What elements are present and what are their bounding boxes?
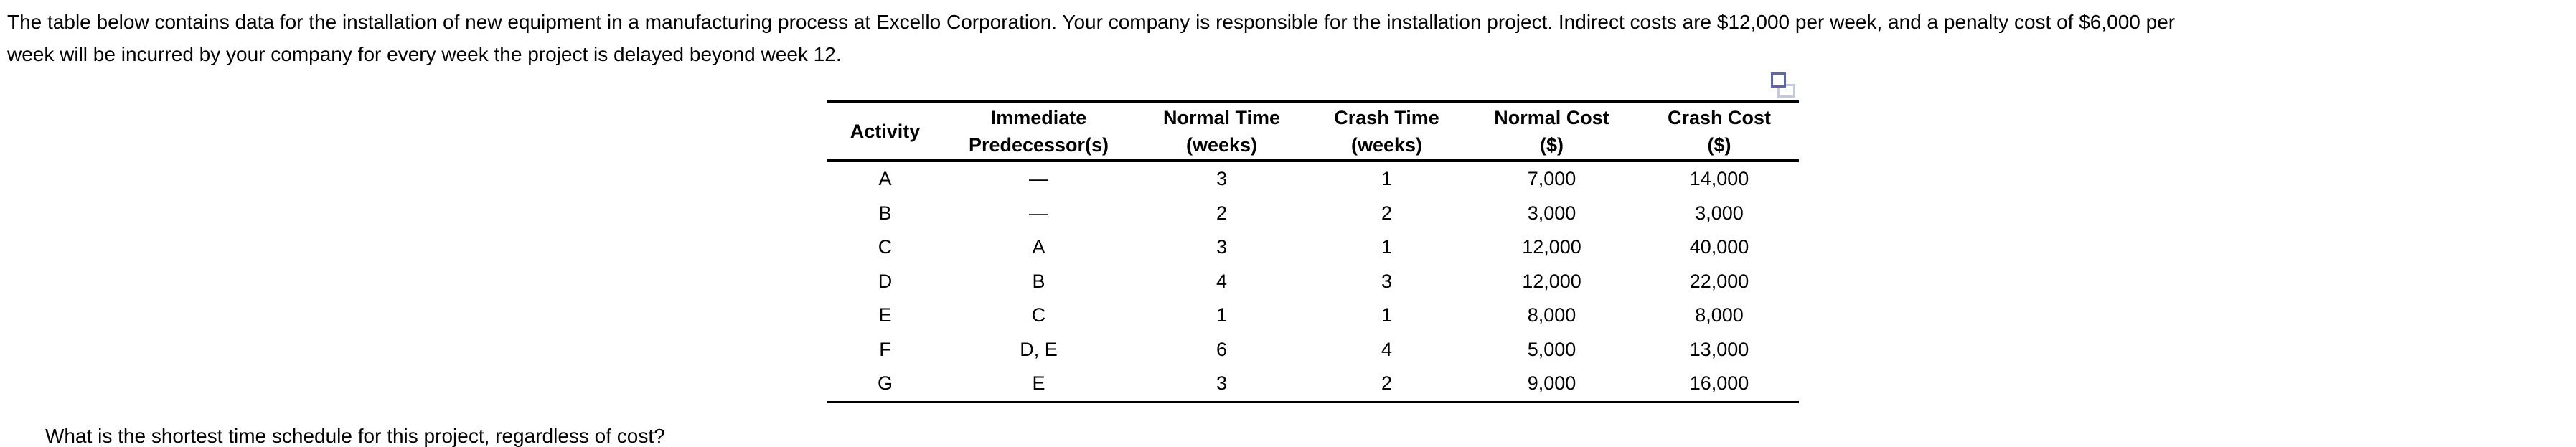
table-row-a: A — 3 1 7,000 14,000 — [827, 162, 1799, 197]
cell-crash-cost: 22,000 — [1689, 270, 1749, 292]
cell-normal-cost: 3,000 — [1527, 202, 1576, 224]
col-header-crash-cost: Crash Cost ($) — [1640, 103, 1799, 159]
cell-predecessors: B — [1032, 270, 1045, 292]
cell-normal-time: 4 — [1216, 270, 1228, 292]
cell-predecessors: D, E — [1020, 338, 1058, 360]
table-row-b: B — 2 2 3,000 3,000 — [827, 197, 1799, 231]
header-line: Normal Time — [1162, 107, 1281, 128]
header-line: Immediate — [990, 107, 1087, 128]
cell-normal-cost: 9,000 — [1527, 372, 1576, 395]
cell-crash-cost: 13,000 — [1689, 338, 1749, 360]
cell-predecessors: A — [1032, 236, 1045, 258]
cell-activity: A — [878, 168, 892, 190]
cell-activity: D — [878, 270, 893, 292]
cell-normal-cost: 5,000 — [1527, 338, 1576, 360]
cell-crash-cost: 14,000 — [1689, 168, 1749, 190]
cell-normal-time: 6 — [1216, 338, 1228, 360]
header-line: Crash Time — [1334, 107, 1439, 128]
cell-activity: F — [879, 338, 891, 360]
cell-crash-time: 3 — [1381, 270, 1393, 292]
problem-statement: The table below contains data for the in… — [7, 6, 2175, 70]
cell-predecessors: — — [1029, 202, 1048, 224]
header-line: (weeks) — [1350, 134, 1423, 156]
cell-predecessors: E — [1032, 372, 1045, 395]
table-row-c: C A 3 1 12,000 40,000 — [827, 230, 1799, 265]
statement-line-1: The table below contains data for the in… — [7, 11, 2176, 33]
cell-activity: B — [878, 202, 892, 224]
cell-crash-time: 1 — [1381, 168, 1393, 190]
cell-normal-cost: 7,000 — [1527, 168, 1576, 190]
col-header-normal-time: Normal Time (weeks) — [1134, 103, 1310, 159]
statement-line-2: week will be incurred by your company fo… — [7, 43, 842, 65]
header-line: ($) — [1540, 134, 1564, 156]
header-line: ($) — [1707, 134, 1731, 156]
cell-crash-time: 1 — [1381, 236, 1393, 258]
copy-icon-front-sheet — [1771, 72, 1786, 88]
table-row-f: F D, E 6 4 5,000 13,000 — [827, 333, 1799, 367]
cell-activity: C — [878, 236, 893, 258]
cell-crash-time: 4 — [1381, 338, 1393, 360]
copy-table-icon[interactable] — [1771, 72, 1795, 98]
col-header-crash-time: Crash Time (weeks) — [1310, 103, 1464, 159]
header-line: Activity — [850, 121, 921, 142]
table-row-g: G E 3 2 9,000 16,000 — [827, 367, 1799, 401]
cell-crash-time: 1 — [1381, 304, 1393, 326]
table-row-e: E C 1 1 8,000 8,000 — [827, 298, 1799, 333]
activity-data-table: Activity Immediate Predecessor(s) Normal… — [827, 100, 1799, 403]
cell-normal-time: 2 — [1216, 202, 1228, 224]
col-header-normal-cost: Normal Cost ($) — [1464, 103, 1640, 159]
table-body: A — 3 1 7,000 14,000 B — 2 2 3,000 3,000… — [827, 162, 1799, 401]
cell-activity: G — [877, 372, 893, 395]
header-line: Crash Cost — [1667, 107, 1772, 128]
table-header-row: Activity Immediate Predecessor(s) Normal… — [827, 103, 1799, 162]
col-header-activity: Activity — [827, 103, 944, 159]
cell-normal-time: 3 — [1216, 372, 1228, 395]
cell-activity: E — [878, 304, 892, 326]
cell-normal-cost: 12,000 — [1522, 270, 1581, 292]
table-row-d: D B 4 3 12,000 22,000 — [827, 265, 1799, 299]
header-line: (weeks) — [1185, 134, 1258, 156]
cell-normal-time: 1 — [1216, 304, 1228, 326]
cell-crash-cost: 8,000 — [1695, 304, 1744, 326]
header-line: Normal Cost — [1494, 107, 1609, 128]
cell-predecessors: C — [1031, 304, 1046, 326]
cell-normal-time: 3 — [1216, 168, 1228, 190]
cell-predecessors: — — [1029, 168, 1048, 190]
cell-crash-cost: 40,000 — [1689, 236, 1749, 258]
cell-normal-time: 3 — [1216, 236, 1228, 258]
header-line: Predecessor(s) — [968, 134, 1109, 156]
question-text-clipped: What is the shortest time schedule for t… — [45, 425, 665, 447]
cell-crash-cost: 3,000 — [1695, 202, 1744, 224]
col-header-immediate-predecessors: Immediate Predecessor(s) — [944, 103, 1134, 159]
cell-normal-cost: 12,000 — [1522, 236, 1581, 258]
cell-crash-time: 2 — [1381, 202, 1393, 224]
copy-icon-back-sheet — [1777, 84, 1795, 98]
cell-crash-time: 2 — [1381, 372, 1393, 395]
cell-normal-cost: 8,000 — [1527, 304, 1576, 326]
cell-crash-cost: 16,000 — [1689, 372, 1749, 395]
